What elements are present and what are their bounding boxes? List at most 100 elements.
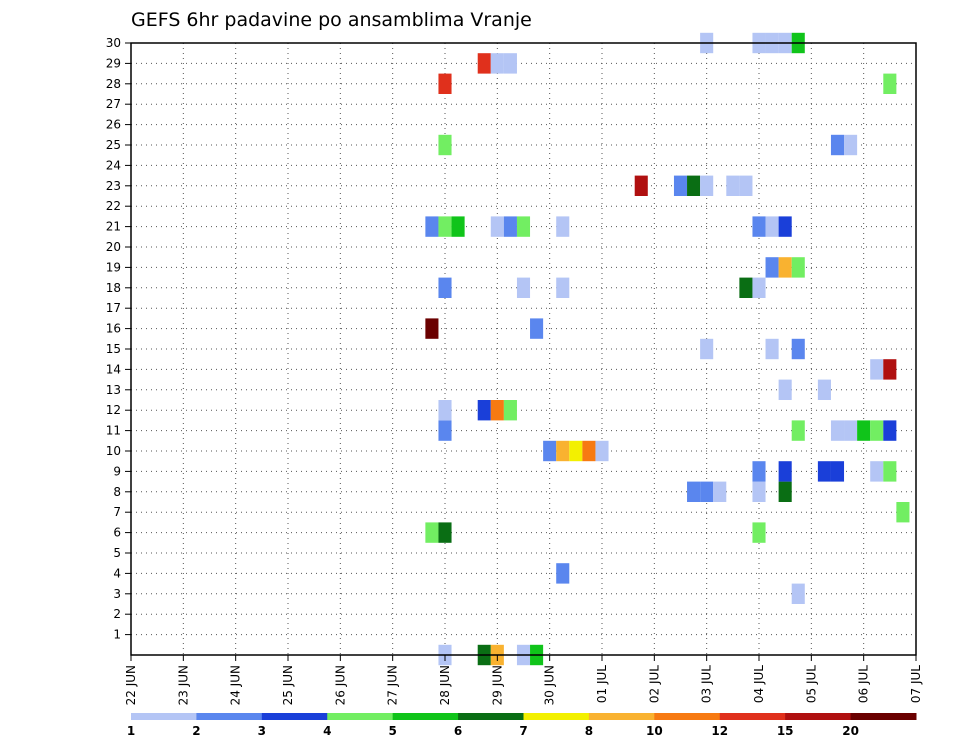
colorbar-segment xyxy=(196,713,263,720)
precip-cell xyxy=(896,502,910,523)
y-tick-label: 4 xyxy=(113,566,121,580)
precip-cell xyxy=(438,277,452,298)
x-tick-label: 26 JUN xyxy=(333,665,347,705)
precip-cell xyxy=(778,461,792,482)
precip-cell xyxy=(870,461,884,482)
precip-cell xyxy=(700,175,714,196)
precip-cell xyxy=(870,359,884,380)
precip-cell xyxy=(752,216,766,237)
colorbar-segment xyxy=(588,713,655,720)
colorbar-label: 7 xyxy=(519,724,527,738)
precip-cell xyxy=(765,216,779,237)
precip-cell xyxy=(490,216,504,237)
y-tick-label: 11 xyxy=(106,424,121,438)
cells-layer xyxy=(425,32,910,666)
x-tick-label: 27 JUN xyxy=(386,665,400,705)
y-tick-label: 10 xyxy=(106,444,121,458)
precip-cell xyxy=(438,522,452,543)
precip-cell xyxy=(765,257,779,278)
precip-cell xyxy=(569,440,583,462)
y-tick-label: 25 xyxy=(106,138,121,152)
y-tick-label: 15 xyxy=(106,342,121,356)
y-tick-label: 29 xyxy=(106,56,121,70)
x-tick-label: 29 JUN xyxy=(490,665,504,705)
x-tick-label: 24 JUN xyxy=(229,665,243,705)
colorbar-label: 2 xyxy=(192,724,200,738)
colorbar-segment xyxy=(261,713,328,720)
x-tick-label: 01 JUL xyxy=(595,665,609,703)
precip-cell xyxy=(726,175,740,196)
precip-cell xyxy=(530,318,544,339)
colorbar-segment xyxy=(392,713,459,720)
colorbar-segment xyxy=(654,713,721,720)
precip-cell xyxy=(503,400,517,421)
y-tick-label: 1 xyxy=(113,628,121,642)
precip-cell xyxy=(438,420,452,441)
precip-cell xyxy=(844,420,858,441)
precip-cell xyxy=(883,359,897,380)
precip-cell xyxy=(687,175,701,196)
grid-layer xyxy=(131,43,916,655)
precip-cell xyxy=(752,522,766,543)
x-tick-label: 02 JUL xyxy=(647,665,661,703)
x-tick-label: 22 JUN xyxy=(124,665,138,705)
precip-cell xyxy=(713,481,727,502)
y-tick-label: 9 xyxy=(113,464,121,478)
precip-cell xyxy=(634,175,648,196)
precip-cell xyxy=(830,134,845,156)
precip-cell xyxy=(739,277,753,298)
colorbar-label: 6 xyxy=(454,724,462,738)
precip-cell xyxy=(870,420,884,441)
precip-cell xyxy=(425,318,439,339)
precip-cell xyxy=(438,134,452,156)
x-tick-label: 07 JUL xyxy=(909,665,923,703)
precip-cell xyxy=(765,338,779,360)
y-tick-label: 12 xyxy=(106,403,121,417)
precip-cell xyxy=(830,461,845,482)
precip-cell xyxy=(844,134,858,156)
precip-cell xyxy=(556,563,570,584)
precip-cell xyxy=(830,420,845,441)
colorbar-segment xyxy=(719,713,786,720)
y-tick-label: 23 xyxy=(106,179,121,193)
x-tick-label: 28 JUN xyxy=(438,665,452,705)
precip-cell xyxy=(752,481,766,502)
precip-cell xyxy=(543,440,557,462)
precip-cell xyxy=(516,277,531,298)
precip-cell xyxy=(700,481,714,502)
precip-cell xyxy=(739,175,753,196)
colorbar-label: 4 xyxy=(323,724,331,738)
precip-cell xyxy=(490,400,504,421)
y-tick-label: 26 xyxy=(106,118,121,132)
y-tick-label: 2 xyxy=(113,607,121,621)
precip-cell xyxy=(673,175,688,196)
y-tick-label: 16 xyxy=(106,322,121,336)
colorbar-label: 20 xyxy=(842,724,859,738)
colorbar-segment xyxy=(458,713,524,720)
colorbar-label: 8 xyxy=(585,724,593,738)
precip-cell xyxy=(700,338,714,360)
precip-cell xyxy=(503,53,517,74)
y-tick-label: 24 xyxy=(106,158,121,172)
y-tick-label: 13 xyxy=(106,383,121,397)
precip-cell xyxy=(556,277,570,298)
y-tick-label: 19 xyxy=(106,260,121,274)
y-tick-label: 17 xyxy=(106,301,121,315)
colorbar-label: 5 xyxy=(388,724,396,738)
precip-cell xyxy=(817,461,831,482)
precip-cell xyxy=(425,216,439,237)
y-tick-label: 21 xyxy=(106,220,121,234)
precip-cell xyxy=(778,257,792,278)
y-tick-label: 18 xyxy=(106,281,121,295)
y-tick-label: 20 xyxy=(106,240,121,254)
y-tick-label: 14 xyxy=(106,362,121,376)
precip-cell xyxy=(778,481,792,502)
y-tick-label: 28 xyxy=(106,77,121,91)
y-tick-label: 6 xyxy=(113,526,121,540)
precip-cell xyxy=(438,73,452,94)
x-tick-label: 23 JUN xyxy=(176,665,190,705)
x-tick-label: 30 JUN xyxy=(543,665,557,705)
precip-cell xyxy=(883,420,897,441)
chart-title: GEFS 6hr padavine po ansamblima Vranje xyxy=(131,9,532,31)
